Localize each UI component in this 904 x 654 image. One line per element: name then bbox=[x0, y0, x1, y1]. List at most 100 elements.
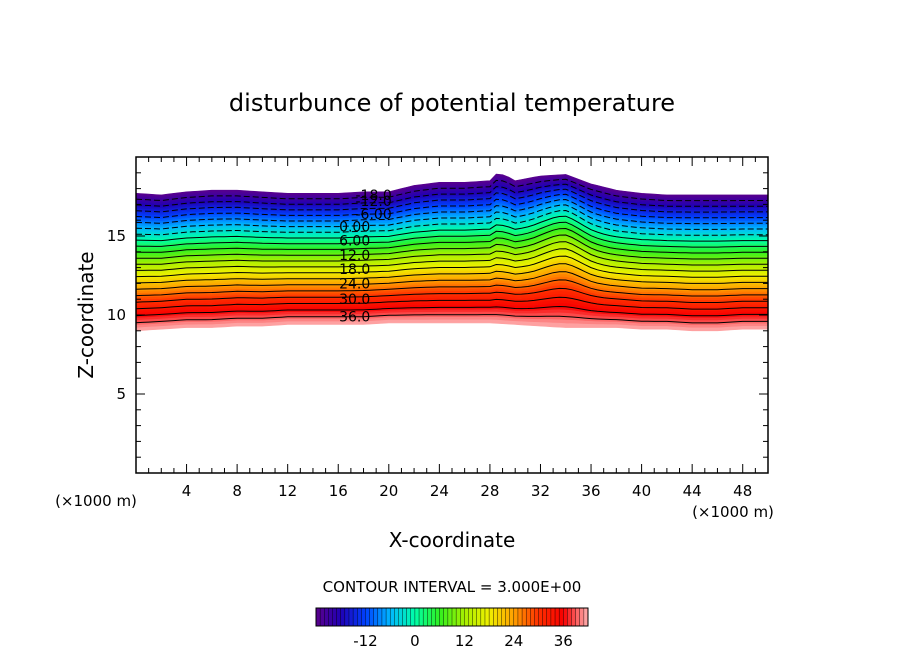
colorbar-cell bbox=[369, 607, 375, 627]
colorbar-frame bbox=[315, 607, 589, 627]
colorbar-cell bbox=[550, 607, 556, 627]
contour-line bbox=[136, 248, 768, 272]
colorbar-cell bbox=[563, 607, 568, 627]
chart-title: disturbunce of potential temperature bbox=[229, 89, 675, 117]
y-unit-label: (×1000 m) bbox=[55, 492, 137, 510]
colorbar-cell bbox=[381, 607, 387, 627]
colorbar-cell bbox=[332, 607, 338, 627]
contour-line bbox=[136, 188, 768, 213]
colorbar-cell bbox=[455, 607, 461, 627]
colorbar-cell bbox=[525, 607, 531, 627]
contour-label: -18.0 bbox=[356, 188, 392, 204]
colorbar-cell bbox=[385, 607, 391, 627]
contour-line bbox=[136, 287, 768, 303]
contour-line bbox=[136, 221, 768, 248]
contour-line bbox=[136, 263, 768, 284]
colorbar-ticks: -12 0 12 24 36 bbox=[353, 632, 573, 650]
colorbar-cell bbox=[542, 607, 548, 627]
x-unit-label: (×1000 m) bbox=[692, 503, 774, 521]
x-tick-label: 24 bbox=[430, 482, 449, 500]
contour-fill bbox=[136, 173, 768, 332]
contour-line bbox=[136, 198, 768, 225]
colorbar bbox=[315, 607, 589, 627]
contour-label: 12.0 bbox=[339, 248, 370, 264]
x-axis-ticks: 4 8 12 16 20 24 28 32 36 40 44 48 bbox=[148, 157, 756, 500]
colorbar-cell bbox=[538, 607, 544, 627]
contour-line bbox=[136, 255, 768, 278]
colorbar-cell bbox=[422, 607, 428, 627]
colorbar-cell bbox=[554, 607, 560, 627]
contour-line bbox=[136, 227, 768, 254]
x-tick-label: 20 bbox=[379, 482, 398, 500]
colorbar-cell bbox=[472, 607, 478, 627]
colorbar-cell bbox=[344, 607, 350, 627]
colorbar-cell bbox=[460, 607, 465, 627]
x-tick-label: 16 bbox=[329, 482, 348, 500]
colorbar-cell bbox=[476, 607, 482, 627]
colorbar-cell bbox=[340, 607, 346, 627]
contour-label: 0.00 bbox=[339, 220, 370, 236]
y-tick-label: 15 bbox=[107, 227, 126, 245]
colorbar-cell bbox=[410, 607, 416, 627]
colorbar-cell bbox=[451, 607, 457, 627]
contour-label: 30.0 bbox=[339, 292, 370, 308]
colorbar-cell bbox=[575, 607, 581, 627]
colorbar-cell bbox=[427, 607, 432, 627]
colorbar-tick-label: 36 bbox=[554, 632, 573, 650]
colorbar-cell bbox=[530, 607, 535, 627]
colorbar-tick-label: 12 bbox=[455, 632, 474, 650]
colorbar-cell bbox=[447, 607, 453, 627]
colorbar-cell bbox=[336, 607, 342, 627]
colorbar-cell bbox=[435, 607, 441, 627]
x-tick-label: 40 bbox=[632, 482, 651, 500]
contour-label: -12.0 bbox=[356, 194, 392, 210]
colorbar-cell bbox=[377, 607, 383, 627]
contour-line bbox=[136, 183, 768, 207]
colorbar-cell bbox=[488, 607, 494, 627]
colorbar-tick-label: 0 bbox=[410, 632, 420, 650]
contour-label: 24.0 bbox=[339, 276, 370, 292]
contour-line bbox=[136, 279, 768, 297]
colorbar-cell bbox=[324, 607, 329, 627]
colorbar-cell bbox=[361, 607, 366, 627]
colorbar-cell bbox=[546, 607, 552, 627]
y-tick-label: 10 bbox=[107, 306, 126, 324]
colorbar-cell bbox=[398, 607, 404, 627]
colorbar-cell bbox=[468, 607, 474, 627]
contour-line bbox=[136, 271, 768, 291]
contour-line bbox=[136, 305, 768, 317]
contour-lines bbox=[136, 178, 768, 324]
x-tick-label: 48 bbox=[733, 482, 752, 500]
colorbar-cell bbox=[579, 607, 585, 627]
colorbar-cell bbox=[517, 607, 523, 627]
contour-label: -6.00 bbox=[356, 207, 392, 223]
colorbar-cell bbox=[480, 607, 486, 627]
contour-line bbox=[136, 193, 768, 219]
contour-line bbox=[136, 204, 768, 230]
colorbar-cell bbox=[373, 607, 379, 627]
x-tick-label: 36 bbox=[581, 482, 600, 500]
colorbar-cell bbox=[418, 607, 424, 627]
contour-line bbox=[136, 215, 768, 242]
x-tick-label: 8 bbox=[232, 482, 242, 500]
colorbar-cell bbox=[521, 607, 527, 627]
colorbar-cell bbox=[571, 607, 577, 627]
colorbar-cell bbox=[389, 607, 395, 627]
colorbar-cell bbox=[348, 607, 354, 627]
colorbar-cell bbox=[443, 607, 449, 627]
x-axis-label: X-coordinate bbox=[389, 528, 516, 552]
y-axis-label: Z-coordinate bbox=[74, 251, 98, 378]
contour-line bbox=[136, 209, 768, 236]
colorbar-cell bbox=[464, 607, 469, 627]
contour-interval-label: CONTOUR INTERVAL = 3.000E+00 bbox=[323, 578, 582, 596]
colorbar-cell bbox=[319, 607, 325, 627]
colorbar-cell bbox=[513, 607, 519, 627]
x-tick-label: 4 bbox=[182, 482, 192, 500]
colorbar-cell bbox=[484, 607, 490, 627]
colorbar-cell bbox=[567, 607, 573, 627]
contour-label: 36.0 bbox=[339, 310, 370, 326]
colorbar-cell bbox=[352, 607, 358, 627]
colorbar-tick-label: 24 bbox=[504, 632, 523, 650]
